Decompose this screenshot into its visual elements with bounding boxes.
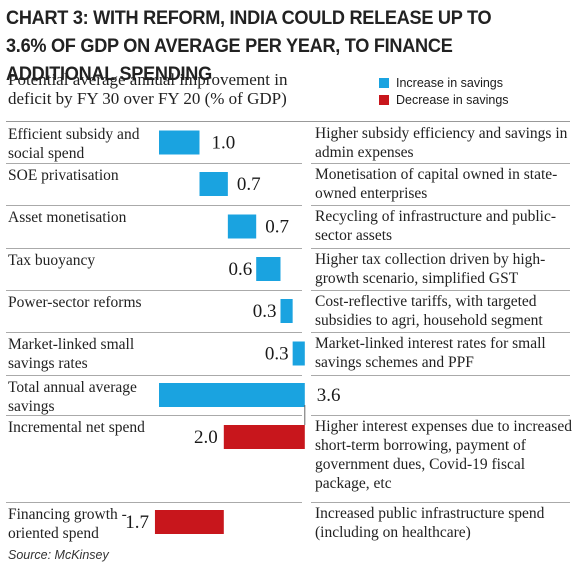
bar-5 xyxy=(280,299,293,323)
legend-label-decrease: Decrease in savings xyxy=(396,92,509,107)
value-label-7: 3.6 xyxy=(317,385,341,406)
row-label-4: Tax buoyancy xyxy=(8,252,96,269)
value-label-4: 0.6 xyxy=(228,259,252,280)
value-label-1: 1.0 xyxy=(212,133,236,154)
value-label-3: 0.7 xyxy=(265,217,289,238)
legend-swatch-increase xyxy=(379,77,389,88)
row-description-8: Higher interest expenses due to increase… xyxy=(315,418,572,492)
bar-7 xyxy=(159,383,305,407)
value-label-5: 0.3 xyxy=(253,301,277,322)
legend-item-increase: Increase in savings xyxy=(379,74,509,91)
row-description-3: Recycling of infrastructure and public-s… xyxy=(315,208,557,244)
chart-title: CHART 3: WITH REFORM, INDIA COULD RELEAS… xyxy=(6,7,492,85)
value-label-2: 0.7 xyxy=(237,174,261,195)
row-label-7: Total annual average savings xyxy=(8,379,137,415)
legend: Increase in savings Decrease in savings xyxy=(379,74,509,108)
row-label-5: Power-sector reforms xyxy=(8,294,142,311)
row-description-5: Cost-reflective tariffs, with targeted s… xyxy=(315,293,543,329)
row-label-8: Incremental net spend xyxy=(8,419,145,436)
bar-4 xyxy=(256,257,281,281)
bar-6 xyxy=(292,341,305,366)
value-label-9: 1.7 xyxy=(125,512,149,533)
row-description-4: Higher tax collection driven by high-gro… xyxy=(315,251,546,287)
legend-label-increase: Increase in savings xyxy=(396,75,504,90)
bar-2 xyxy=(199,172,228,196)
bar-1 xyxy=(159,130,200,155)
source-note: Source: McKinsey xyxy=(8,548,109,562)
row-description-1: Higher subsidy efficiency and savings in… xyxy=(315,125,568,161)
row-label-3: Asset monetisation xyxy=(8,209,127,226)
row-label-2: SOE privatisation xyxy=(8,167,119,184)
row-label-6: Market-linked small savings rates xyxy=(8,336,135,372)
bar-8 xyxy=(223,425,305,449)
row-description-6: Market-linked interest rates for small s… xyxy=(315,335,546,371)
value-label-8: 2.0 xyxy=(194,427,218,448)
legend-item-decrease: Decrease in savings xyxy=(379,91,509,108)
row-label-9: Financing growth -oriented spend xyxy=(8,506,127,542)
chart-subtitle: Potential average annual improvement in … xyxy=(8,70,288,108)
bar-3 xyxy=(227,214,257,239)
legend-swatch-decrease xyxy=(379,94,389,105)
value-label-6: 0.3 xyxy=(265,344,289,365)
row-description-9: Increased public infrastructure spend (i… xyxy=(315,505,545,541)
bar-9 xyxy=(154,510,224,534)
row-description-2: Monetisation of capital owned in state-o… xyxy=(315,166,558,202)
row-label-1: Efficient subsidy and social spend xyxy=(8,126,140,162)
